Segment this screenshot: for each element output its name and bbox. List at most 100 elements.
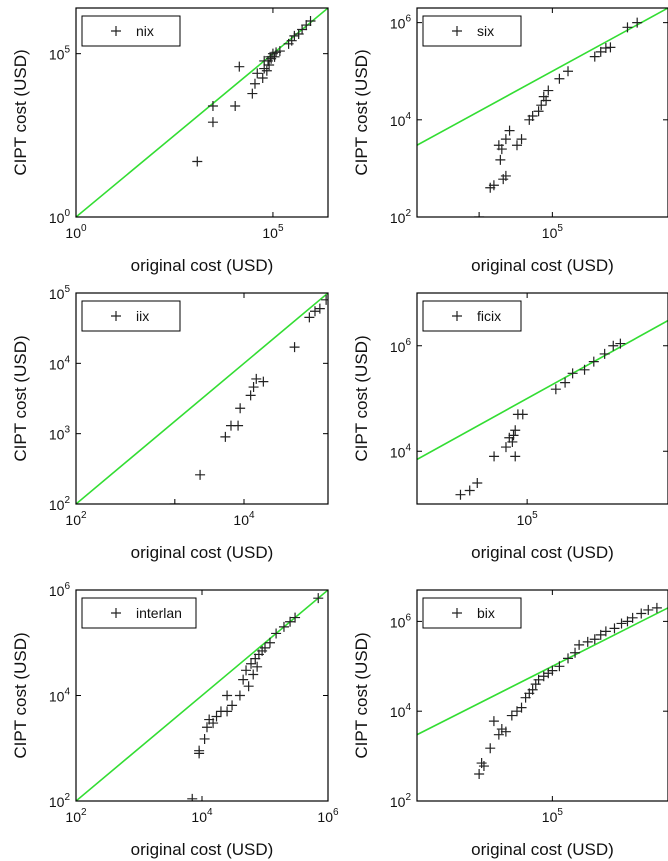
data-point [234, 61, 245, 72]
panel-ficix: 105 104 106 original cost (USD) CIPT cost (U… [352, 292, 668, 562]
data-point [297, 24, 308, 35]
diagonal-line [417, 8, 668, 147]
legend-marker [452, 311, 462, 321]
data-point [588, 356, 599, 367]
data-point [488, 180, 499, 191]
data-point [195, 469, 206, 480]
data-point [605, 42, 616, 53]
data-point [554, 661, 565, 672]
data-point [309, 306, 320, 317]
data-point [496, 144, 507, 155]
data-point [615, 338, 626, 349]
y-axis-label: CIPT cost (USD) [11, 632, 30, 758]
x-tick-label: 105 [542, 223, 564, 241]
data-point [517, 409, 528, 420]
x-tick-label: 102 [65, 807, 87, 825]
data-point [208, 718, 219, 729]
data-point [600, 626, 611, 637]
data-point [541, 95, 552, 106]
data-point [560, 377, 571, 388]
series-ficix [455, 338, 626, 500]
data-point [527, 110, 538, 121]
data-point [496, 724, 507, 735]
y-tick-label: 104 [390, 702, 412, 720]
data-point [252, 68, 263, 79]
data-point [289, 342, 300, 353]
data-point [563, 66, 574, 77]
panel-bix: 105 102 104 106 original cost (USD) CIPT cost… [352, 589, 668, 859]
legend-box [81, 597, 197, 629]
data-point [233, 420, 244, 431]
legend-box [422, 597, 522, 629]
data-point [622, 616, 633, 627]
y-tick-label: 104 [49, 687, 71, 705]
data-point [271, 628, 282, 639]
data-point [222, 706, 233, 717]
data-point [258, 376, 269, 387]
data-point [313, 593, 324, 604]
data-point [207, 117, 218, 128]
panel-interlan: 102 104 106 102 104 106 original cost (USD) CIP… [11, 581, 339, 859]
data-point [632, 17, 643, 28]
data-point [474, 212, 485, 217]
data-point [510, 425, 521, 436]
data-point [643, 604, 654, 615]
legend-label: interlan [136, 605, 182, 621]
legend-label: ficix [477, 308, 501, 324]
data-point [511, 140, 522, 151]
data-point [500, 134, 511, 145]
data-point [238, 674, 249, 685]
data-point [608, 340, 619, 351]
legend-label: iix [136, 308, 149, 324]
data-point [264, 637, 275, 648]
y-tick-label: 105 [49, 45, 71, 63]
data-point [227, 700, 238, 711]
data-point [651, 602, 662, 613]
y-axis-label: CIPT cost (USD) [11, 335, 30, 461]
data-point [248, 382, 259, 393]
data-point [489, 451, 500, 462]
axes-box [416, 292, 668, 505]
data-point [570, 647, 581, 658]
data-point [472, 478, 483, 489]
data-point [304, 312, 315, 323]
data-point [464, 485, 475, 496]
data-point [589, 634, 600, 645]
data-point [574, 639, 585, 650]
data-point [516, 702, 527, 713]
diagonal-line [76, 590, 328, 801]
axes-box [416, 7, 668, 218]
legend-marker [452, 26, 462, 36]
data-point [510, 451, 521, 462]
data-point [500, 170, 511, 181]
y-tick-label: 104 [49, 354, 71, 372]
data-point [508, 430, 519, 441]
diagonal-line [417, 319, 668, 461]
y-tick-label: 103 [49, 425, 71, 443]
data-point [199, 733, 210, 744]
x-axis-label: original cost (USD) [471, 543, 614, 562]
data-point [245, 390, 256, 401]
legend-marker [111, 311, 121, 321]
y-tick-label: 102 [390, 792, 412, 810]
data-point [589, 51, 600, 62]
x-axis-label: original cost (USD) [131, 256, 274, 275]
legend-marker [111, 608, 121, 618]
data-point [595, 46, 606, 57]
legend-label: bix [477, 605, 495, 621]
data-point [507, 436, 518, 447]
y-tick-label: 106 [390, 612, 412, 630]
data-point [290, 612, 301, 623]
data-point [243, 681, 254, 692]
data-point [622, 22, 633, 33]
y-tick-label: 106 [49, 581, 71, 599]
legend-marker [111, 26, 121, 36]
data-point [278, 621, 289, 632]
data-point [506, 710, 517, 721]
data-point [636, 608, 647, 619]
data-point [211, 711, 222, 722]
axes-box [75, 7, 329, 218]
data-point [609, 623, 620, 634]
x-tick-label: 106 [317, 807, 339, 825]
